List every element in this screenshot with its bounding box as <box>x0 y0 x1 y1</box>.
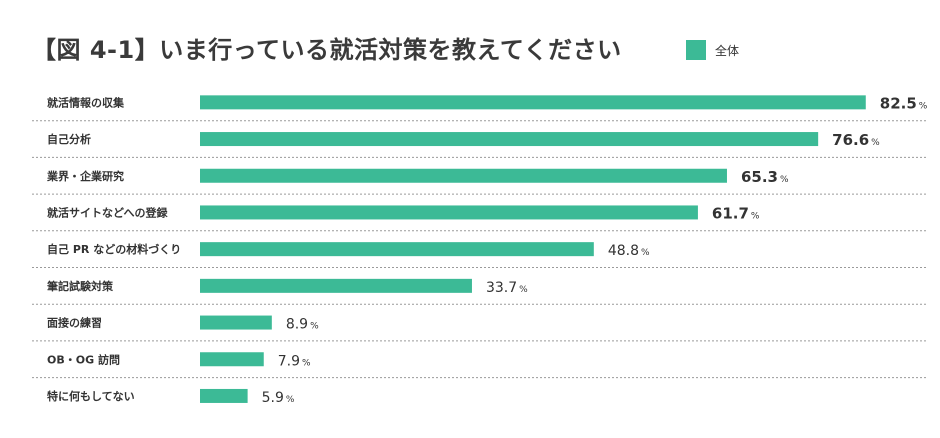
category-label: 就活情報の収集 <box>47 95 125 109</box>
category-label: 面接の練習 <box>47 316 102 330</box>
category-label: 筆記試験対策 <box>47 279 114 293</box>
value-label: 48.8% <box>608 243 650 259</box>
bar <box>200 352 264 367</box>
category-label: 業界・企業研究 <box>46 169 124 183</box>
bar <box>200 132 819 147</box>
category-label: 自己 PR などの材料づくり <box>47 242 181 256</box>
value-label: 76.6% <box>832 131 880 149</box>
value-label: 5.9% <box>262 390 295 406</box>
legend: 全体 <box>686 40 739 60</box>
value-label: 8.9% <box>286 317 319 333</box>
bar <box>200 278 472 293</box>
bar <box>200 95 866 110</box>
value-label: 61.7% <box>712 204 760 222</box>
legend-swatch <box>686 40 706 60</box>
category-label: 特に何もしてない <box>47 389 135 403</box>
legend-label: 全体 <box>715 43 740 58</box>
value-label: 65.3% <box>741 168 789 186</box>
value-label: 33.7% <box>486 280 528 296</box>
bar <box>200 168 727 183</box>
bar <box>200 388 248 403</box>
value-label: 82.5% <box>880 94 928 112</box>
bar <box>200 242 594 257</box>
category-label: 就活サイトなどへの登録 <box>47 205 168 219</box>
bar <box>200 315 272 330</box>
category-label: OB・OG 訪問 <box>47 352 120 366</box>
value-label: 7.9% <box>278 353 311 369</box>
chart-title: 【図 4-1】いま行っている就活対策を教えてください <box>32 36 622 64</box>
bar <box>200 205 698 220</box>
category-label: 自己分析 <box>47 132 91 146</box>
